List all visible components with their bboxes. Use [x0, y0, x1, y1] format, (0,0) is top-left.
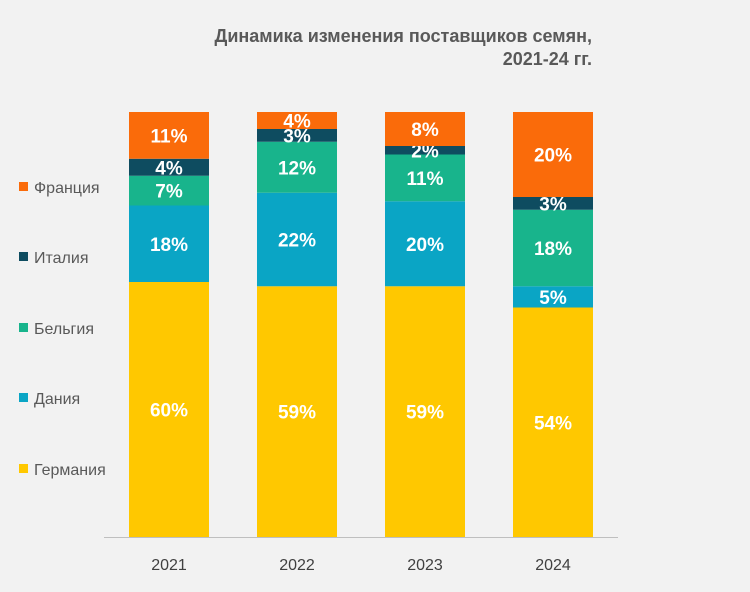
legend-label: Франция [34, 180, 100, 197]
data-label: 54% [534, 413, 572, 434]
data-label: 59% [278, 403, 316, 424]
legend-swatch [19, 323, 28, 332]
bar-segment [385, 201, 465, 287]
data-label: 4% [283, 112, 311, 133]
legend-label: Бельгия [34, 321, 94, 338]
bar-segment [257, 192, 337, 287]
data-label: 18% [534, 239, 572, 260]
chart-subtitle: 2021-24 гг. [502, 49, 592, 69]
bar-segment [129, 282, 209, 537]
bar-segment [129, 158, 209, 176]
data-label: 8% [411, 120, 439, 141]
bar-segment [129, 112, 209, 159]
legend-swatch [19, 182, 28, 191]
x-tick-label: 2023 [407, 557, 443, 574]
data-label: 20% [406, 235, 444, 256]
x-tick-label: 2021 [151, 557, 187, 574]
bar-segment [385, 146, 465, 155]
data-label: 3% [283, 126, 311, 147]
data-label: 12% [278, 158, 316, 179]
bar-segment [385, 112, 465, 146]
legend-label: Италия [34, 250, 88, 267]
bar-segment [257, 286, 337, 537]
x-tick-label: 2022 [279, 557, 315, 574]
chart-title: Динамика изменения поставщиков семян, [214, 26, 592, 46]
bar-segment [257, 141, 337, 193]
bar-segment [385, 154, 465, 202]
data-label: 60% [150, 401, 188, 422]
bar-segment [513, 286, 593, 308]
data-label: 2% [411, 141, 439, 162]
legend-swatch [19, 464, 28, 473]
x-tick-label: 2024 [535, 557, 571, 574]
data-label: 11% [407, 169, 444, 190]
data-label: 11% [151, 126, 188, 147]
data-label: 20% [534, 146, 572, 167]
bar-segment [257, 112, 337, 129]
data-label: 4% [155, 158, 183, 179]
legend-label: Германия [34, 462, 106, 479]
bar-segment [129, 175, 209, 206]
data-label: 3% [539, 194, 567, 215]
legend-swatch [19, 393, 28, 402]
legend-label: Дания [34, 391, 80, 408]
data-label: 59% [406, 403, 444, 424]
data-label: 7% [155, 182, 183, 203]
bar-segment [513, 197, 593, 210]
bar-segment [513, 209, 593, 287]
data-label: 18% [150, 235, 188, 256]
bar-segment [257, 129, 337, 142]
legend-swatch [19, 252, 28, 261]
bar-segment [513, 112, 593, 197]
data-label: 5% [539, 288, 567, 309]
bar-segment [385, 286, 465, 537]
bar-segment [129, 205, 209, 282]
data-label: 22% [278, 231, 316, 252]
bar-segment [513, 307, 593, 537]
